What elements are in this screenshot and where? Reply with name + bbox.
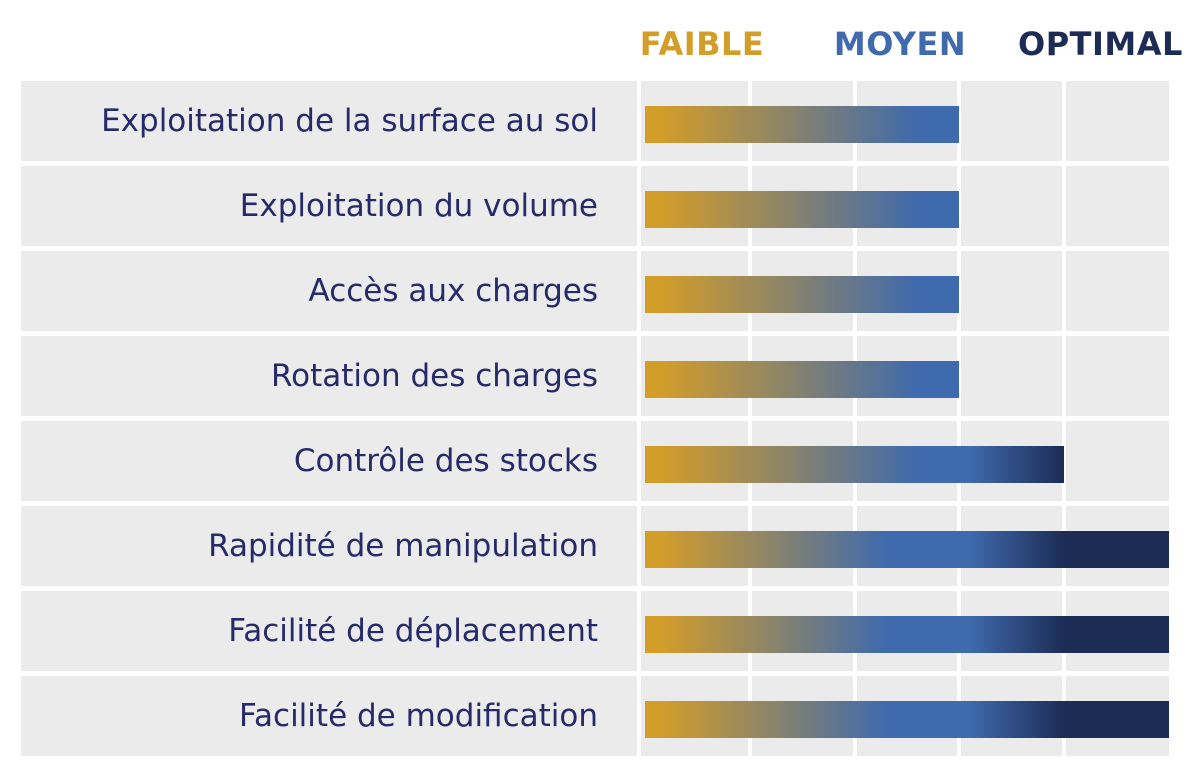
chart-row: Exploitation de la surface au sol xyxy=(21,81,1169,161)
scale-label-moyen: MOYEN xyxy=(833,25,967,63)
chart-row: Accès aux charges xyxy=(21,251,1169,331)
grid-line xyxy=(957,81,962,756)
chart-row: Rotation des charges xyxy=(21,336,1169,416)
scale-label-optimal: OPTIMAL xyxy=(1018,25,1183,63)
scale-label-faible: FAIBLE xyxy=(639,25,765,63)
category-label: Rotation des charges xyxy=(270,358,598,394)
category-label: Exploitation du volume xyxy=(239,188,598,224)
bar xyxy=(645,360,960,398)
bar xyxy=(645,275,960,313)
category-label: Contrôle des stocks xyxy=(293,443,598,479)
row-separator xyxy=(21,586,1169,591)
bar xyxy=(645,445,1065,483)
category-label: Facilité de modification xyxy=(239,698,598,734)
bar xyxy=(645,700,1169,738)
category-label: Accès aux charges xyxy=(308,273,598,309)
bar xyxy=(645,530,1169,568)
grid-line xyxy=(852,81,857,756)
row-separator xyxy=(21,501,1169,506)
row-separator xyxy=(21,416,1169,421)
bar xyxy=(645,615,1169,653)
row-separator xyxy=(21,246,1169,251)
grid-line xyxy=(1062,81,1067,756)
grid-line xyxy=(747,81,752,756)
chart-row: Exploitation du volume xyxy=(21,166,1169,246)
grid-line xyxy=(637,81,641,756)
row-separator xyxy=(21,671,1169,676)
category-label: Rapidité de manipulation xyxy=(208,528,598,564)
row-separator xyxy=(21,331,1169,336)
row-separator xyxy=(21,161,1169,166)
category-label: Facilité de déplacement xyxy=(228,613,598,649)
category-label: Exploitation de la surface au sol xyxy=(101,103,598,139)
bar xyxy=(645,105,960,143)
bar xyxy=(645,190,960,228)
